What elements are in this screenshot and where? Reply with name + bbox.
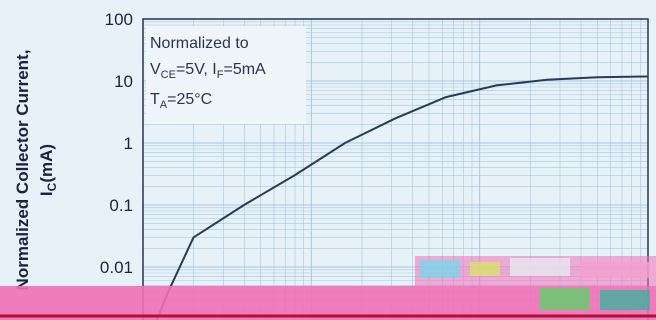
y-tick-label: 0.01 — [100, 258, 133, 277]
svg-text:IC(mA): IC(mA) — [37, 144, 59, 196]
y-tick-label: 10 — [114, 72, 133, 91]
y-tick-label: 0.1 — [109, 196, 133, 215]
y-axis-label-line1: Normalized Collector Current, — [13, 50, 32, 291]
y-ticks: 100 10 1 0.1 0.01 — [100, 10, 133, 277]
y-axis-label-main: I — [37, 191, 56, 196]
y-axis-label-tail: (mA) — [37, 144, 56, 183]
svg-text:Normalized Collector Current,: Normalized Collector Current, — [13, 50, 32, 291]
annotation-box — [146, 26, 306, 124]
y-axis-label: Normalized Collector Current, IC(mA) — [13, 50, 59, 291]
series-line — [155, 75, 649, 320]
grid — [142, 19, 648, 320]
plot-frame — [142, 18, 649, 320]
y-axis-label-sub: C — [45, 182, 59, 191]
annotation-line1: Normalized to — [150, 35, 249, 52]
annotation-line2: VCE=5V, IF=5mA — [150, 61, 266, 81]
y-tick-label: 1 — [124, 134, 133, 153]
annotation-line3: TA=25°C — [150, 91, 212, 111]
y-tick-label: 100 — [105, 10, 133, 29]
artifact-overlay — [0, 256, 656, 320]
